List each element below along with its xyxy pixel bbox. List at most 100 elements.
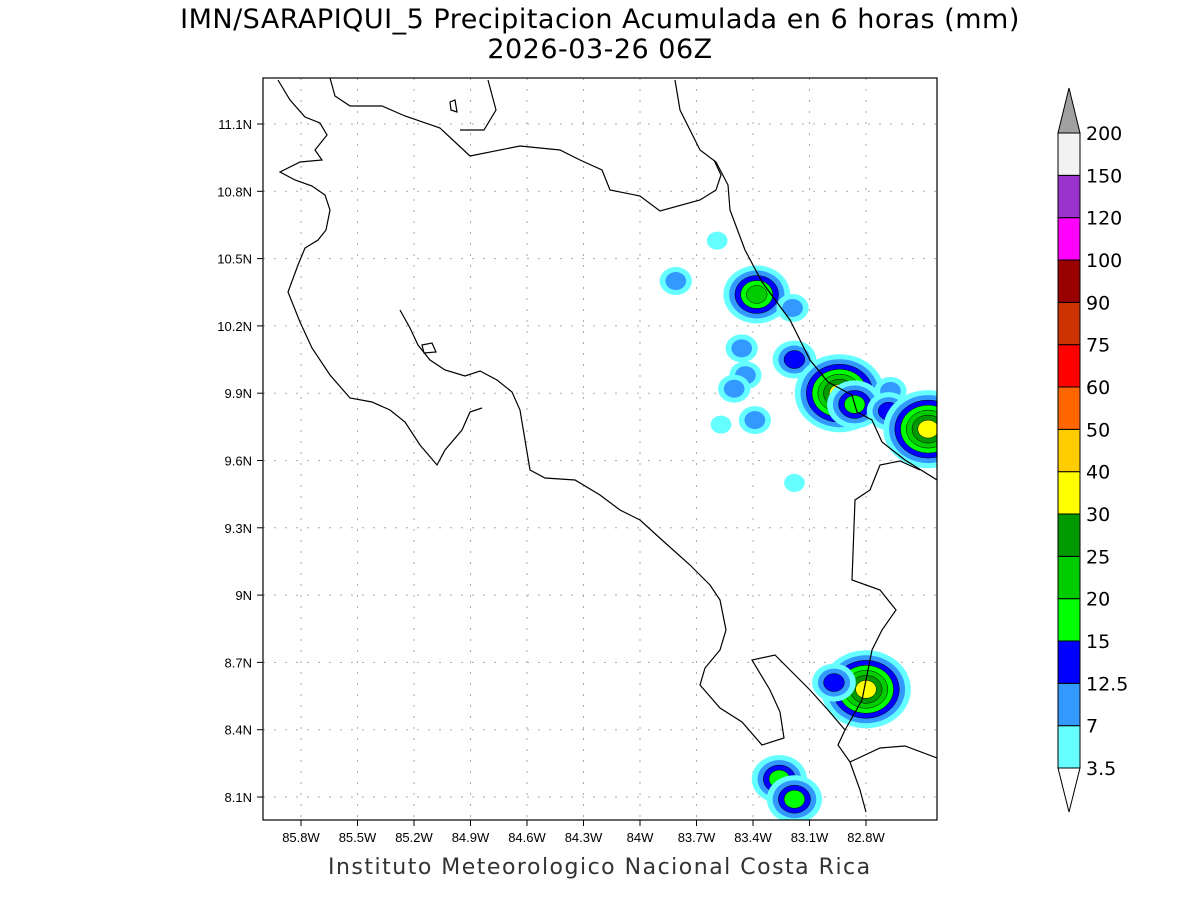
colorbar-swatch	[1057, 555, 1081, 600]
precip-cell	[784, 473, 805, 492]
y-tick-label: 9N	[235, 588, 252, 603]
colorbar-swatch	[1057, 174, 1081, 219]
precip-contour	[744, 411, 766, 430]
pacific-coast	[277, 79, 483, 467]
panama-coast	[849, 745, 937, 763]
precip-contour	[723, 379, 745, 398]
x-tick-label: 83.1W	[791, 830, 829, 845]
y-tick-label: 11.1N	[218, 117, 252, 132]
precip-cell	[776, 293, 809, 322]
colorbar-swatch	[1057, 301, 1081, 346]
colorbar-swatch	[1057, 682, 1081, 727]
precip-contour	[784, 473, 805, 492]
precip-contour	[782, 298, 803, 317]
colorbar-label: 200	[1086, 123, 1122, 145]
colorbar-label: 30	[1086, 504, 1110, 526]
colorbar-label: 12.5	[1086, 673, 1128, 695]
precip-contour	[783, 789, 806, 809]
y-tick-label: 10.2N	[217, 319, 252, 334]
precip-contour	[706, 231, 728, 250]
map-title: IMN/SARAPIQUI_5 Precipitacion Acumulada …	[180, 4, 1020, 35]
y-tick-label: 10.5N	[217, 252, 252, 267]
lake-island	[449, 99, 458, 113]
precip-cell	[723, 265, 791, 324]
colorbar-label: 40	[1086, 462, 1110, 484]
colorbar-swatch	[1057, 640, 1081, 684]
colorbar-below-arrow	[1057, 767, 1081, 813]
precipitation-field	[659, 231, 937, 820]
precip-cell	[738, 406, 771, 435]
precip-cell	[718, 374, 751, 403]
axis-ticks: 85.8W 85.5W 85.2W 84.9W 84.6W 84.3W 84W 83.7W 83…	[217, 117, 885, 845]
nicaragua-border	[469, 145, 722, 212]
colorbar-label: 60	[1086, 377, 1110, 399]
precip-cell	[766, 775, 823, 820]
colorbar-label: 120	[1086, 208, 1122, 230]
y-tick-label: 8.7N	[225, 655, 252, 670]
x-tick-label: 83.4W	[734, 830, 772, 845]
x-tick-label: 85.8W	[282, 830, 320, 845]
precip-cell	[883, 390, 937, 469]
y-tick-label: 9.6N	[225, 453, 252, 468]
caribbean-coast	[674, 79, 937, 481]
precip-contour	[783, 350, 806, 369]
nicaragua-shore-2	[460, 79, 497, 131]
colorbar-swatch	[1057, 725, 1081, 769]
coastlines	[277, 78, 937, 813]
colorbar-swatch	[1057, 344, 1081, 388]
map-frame	[262, 77, 938, 821]
footer-credit: Instituto Meteorologico Nacional Costa R…	[328, 855, 872, 880]
precip-contour	[917, 419, 937, 439]
colorbar-swatch	[1057, 428, 1081, 473]
x-tick-label: 85.2W	[395, 830, 433, 845]
colorbar-label: 25	[1086, 546, 1110, 568]
colorbar-label: 100	[1086, 250, 1122, 272]
precip-cell	[812, 663, 856, 702]
precip-cell	[710, 415, 732, 434]
colorbar-label: 7	[1086, 716, 1098, 738]
x-tick-label: 83.7W	[678, 830, 716, 845]
y-tick-label: 8.4N	[225, 723, 252, 738]
y-tick-label: 9.3N	[225, 521, 252, 536]
y-tick-label: 10.8N	[217, 184, 252, 199]
precip-contour	[823, 673, 845, 692]
colorbar-label: 90	[1086, 292, 1110, 314]
colorbar-label: 150	[1086, 165, 1122, 187]
gridlines	[263, 78, 937, 820]
colorbar-swatch	[1057, 132, 1081, 176]
precip-cell	[725, 334, 758, 363]
x-tick-label: 84W	[627, 830, 654, 845]
colorbar-above-arrow	[1057, 87, 1081, 134]
precip-cell	[706, 231, 728, 250]
colorbar-label: 50	[1086, 419, 1110, 441]
colorbar-swatch	[1057, 386, 1081, 430]
gulf-nicoya	[399, 309, 867, 813]
colorbar: 3.5 7 12.5 15 20 25 30 40 50 60 75 90 100 120 150 200	[1057, 87, 1128, 813]
x-tick-label: 84.6W	[508, 830, 546, 845]
y-tick-label: 8.1N	[225, 790, 252, 805]
precip-contour	[665, 272, 687, 291]
colorbar-swatch	[1057, 598, 1081, 642]
colorbar-label: 75	[1086, 335, 1110, 357]
chira-island	[421, 342, 437, 354]
precip-contour	[710, 415, 732, 434]
x-tick-label: 84.3W	[565, 830, 603, 845]
x-tick-label: 84.9W	[452, 830, 490, 845]
colorbar-swatch	[1057, 471, 1081, 515]
precip-contour	[731, 339, 753, 358]
x-tick-label: 85.5W	[339, 830, 377, 845]
nicaragua-lake-shore	[329, 78, 471, 157]
colorbar-label: 15	[1086, 631, 1110, 653]
colorbar-label: 20	[1086, 589, 1110, 611]
colorbar-swatch	[1057, 259, 1081, 303]
panama-border	[844, 460, 921, 731]
x-tick-label: 82.8W	[847, 830, 885, 845]
colorbar-swatch	[1057, 217, 1081, 261]
colorbar-swatch	[1057, 513, 1081, 557]
precip-cell	[659, 267, 692, 296]
colorbar-label: 3.5	[1086, 758, 1116, 780]
y-tick-label: 9.9N	[225, 386, 252, 401]
precip-contour	[746, 285, 768, 304]
map-subtitle: 2026-03-26 06Z	[487, 34, 713, 65]
